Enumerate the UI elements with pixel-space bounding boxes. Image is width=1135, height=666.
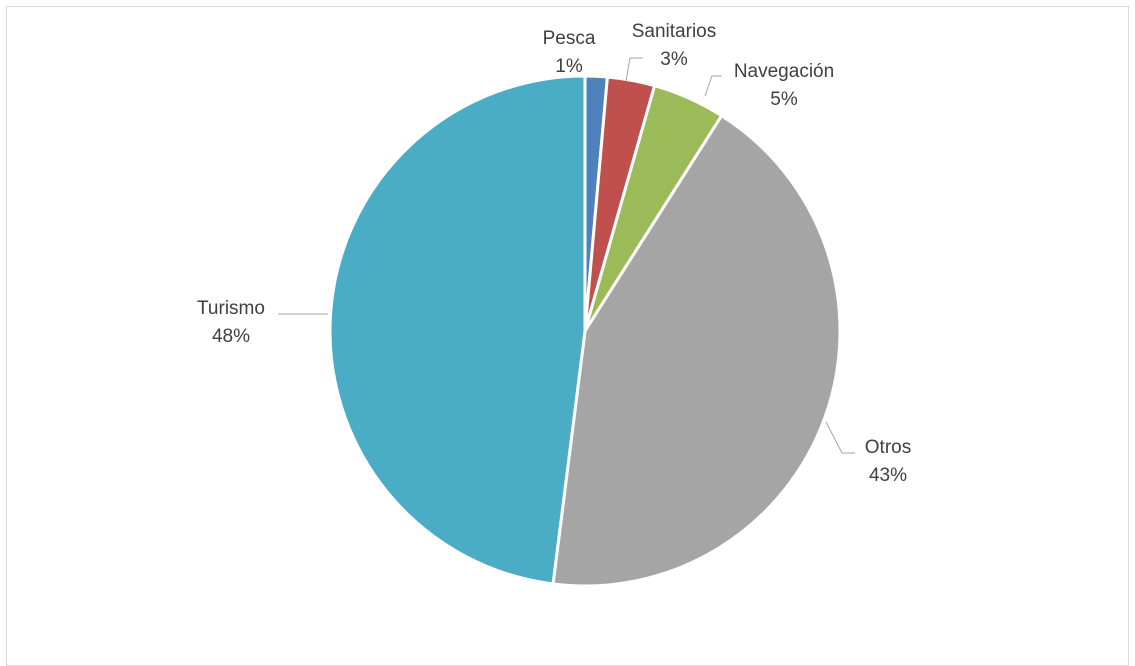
pie-slice-turismo (328, 74, 587, 586)
label-pct-pesca: 1% (555, 56, 583, 77)
label-name-sanitarios: Sanitarios (632, 21, 717, 42)
label-name-navegacion: Navegación (734, 61, 834, 82)
leader-lines (278, 57, 855, 454)
leader-line-navegacion (704, 75, 722, 97)
leader-line-sanitarios (625, 57, 643, 82)
label-name-otros: Otros (865, 437, 911, 458)
label-pct-otros: 43% (869, 465, 907, 486)
label-name-pesca: Pesca (543, 28, 596, 49)
label-pct-navegacion: 5% (770, 89, 798, 110)
pie-slice-otros (551, 113, 842, 588)
label-pct-sanitarios: 3% (660, 49, 688, 70)
label-name-turismo: Turismo (197, 298, 265, 319)
data-labels: Pesca 1% Sanitarios 3% Navegación 5% Otr… (197, 21, 911, 486)
pie-slices (328, 74, 842, 588)
leader-line-otros (825, 421, 855, 454)
label-pct-turismo: 48% (212, 326, 250, 347)
